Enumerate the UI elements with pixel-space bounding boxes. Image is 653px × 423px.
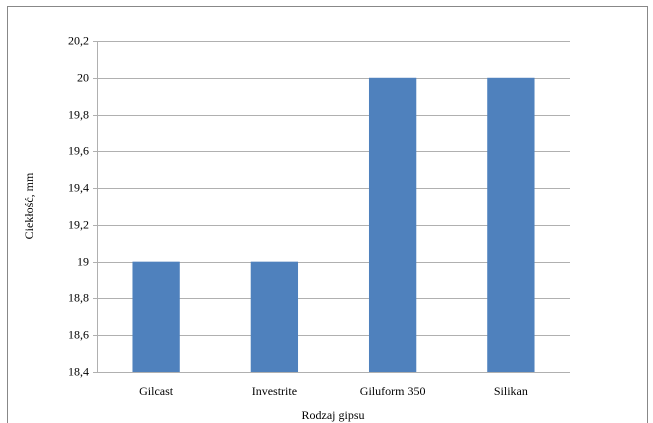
- bar: [487, 77, 535, 373]
- y-tick-label: 18,8: [68, 290, 89, 304]
- x-tick-label: Silikan: [494, 384, 528, 398]
- y-tick-label: 19,8: [68, 107, 89, 121]
- chart-frame: [7, 6, 648, 423]
- y-tick-label: 18,6: [68, 327, 89, 341]
- y-axis-title: Ciekłość, mm: [22, 172, 36, 239]
- bar: [250, 261, 299, 372]
- bar: [368, 77, 417, 373]
- x-axis-title: Rodzaj gipsu: [302, 408, 365, 422]
- y-tick-label: 19,4: [68, 180, 89, 194]
- y-tick-label: 20,2: [68, 33, 89, 47]
- y-tick-label: 18,4: [68, 364, 89, 378]
- y-tick-label: 19,2: [68, 217, 89, 231]
- y-tick-label: 19,6: [68, 143, 89, 157]
- x-tick-label: Investrite: [252, 384, 297, 398]
- bar: [132, 261, 180, 372]
- x-tick-label: Gilcast: [139, 384, 174, 398]
- x-tick-label: Giluform 350: [360, 384, 426, 398]
- y-tick-label: 20: [77, 70, 89, 84]
- y-tick-label: 19: [77, 254, 89, 268]
